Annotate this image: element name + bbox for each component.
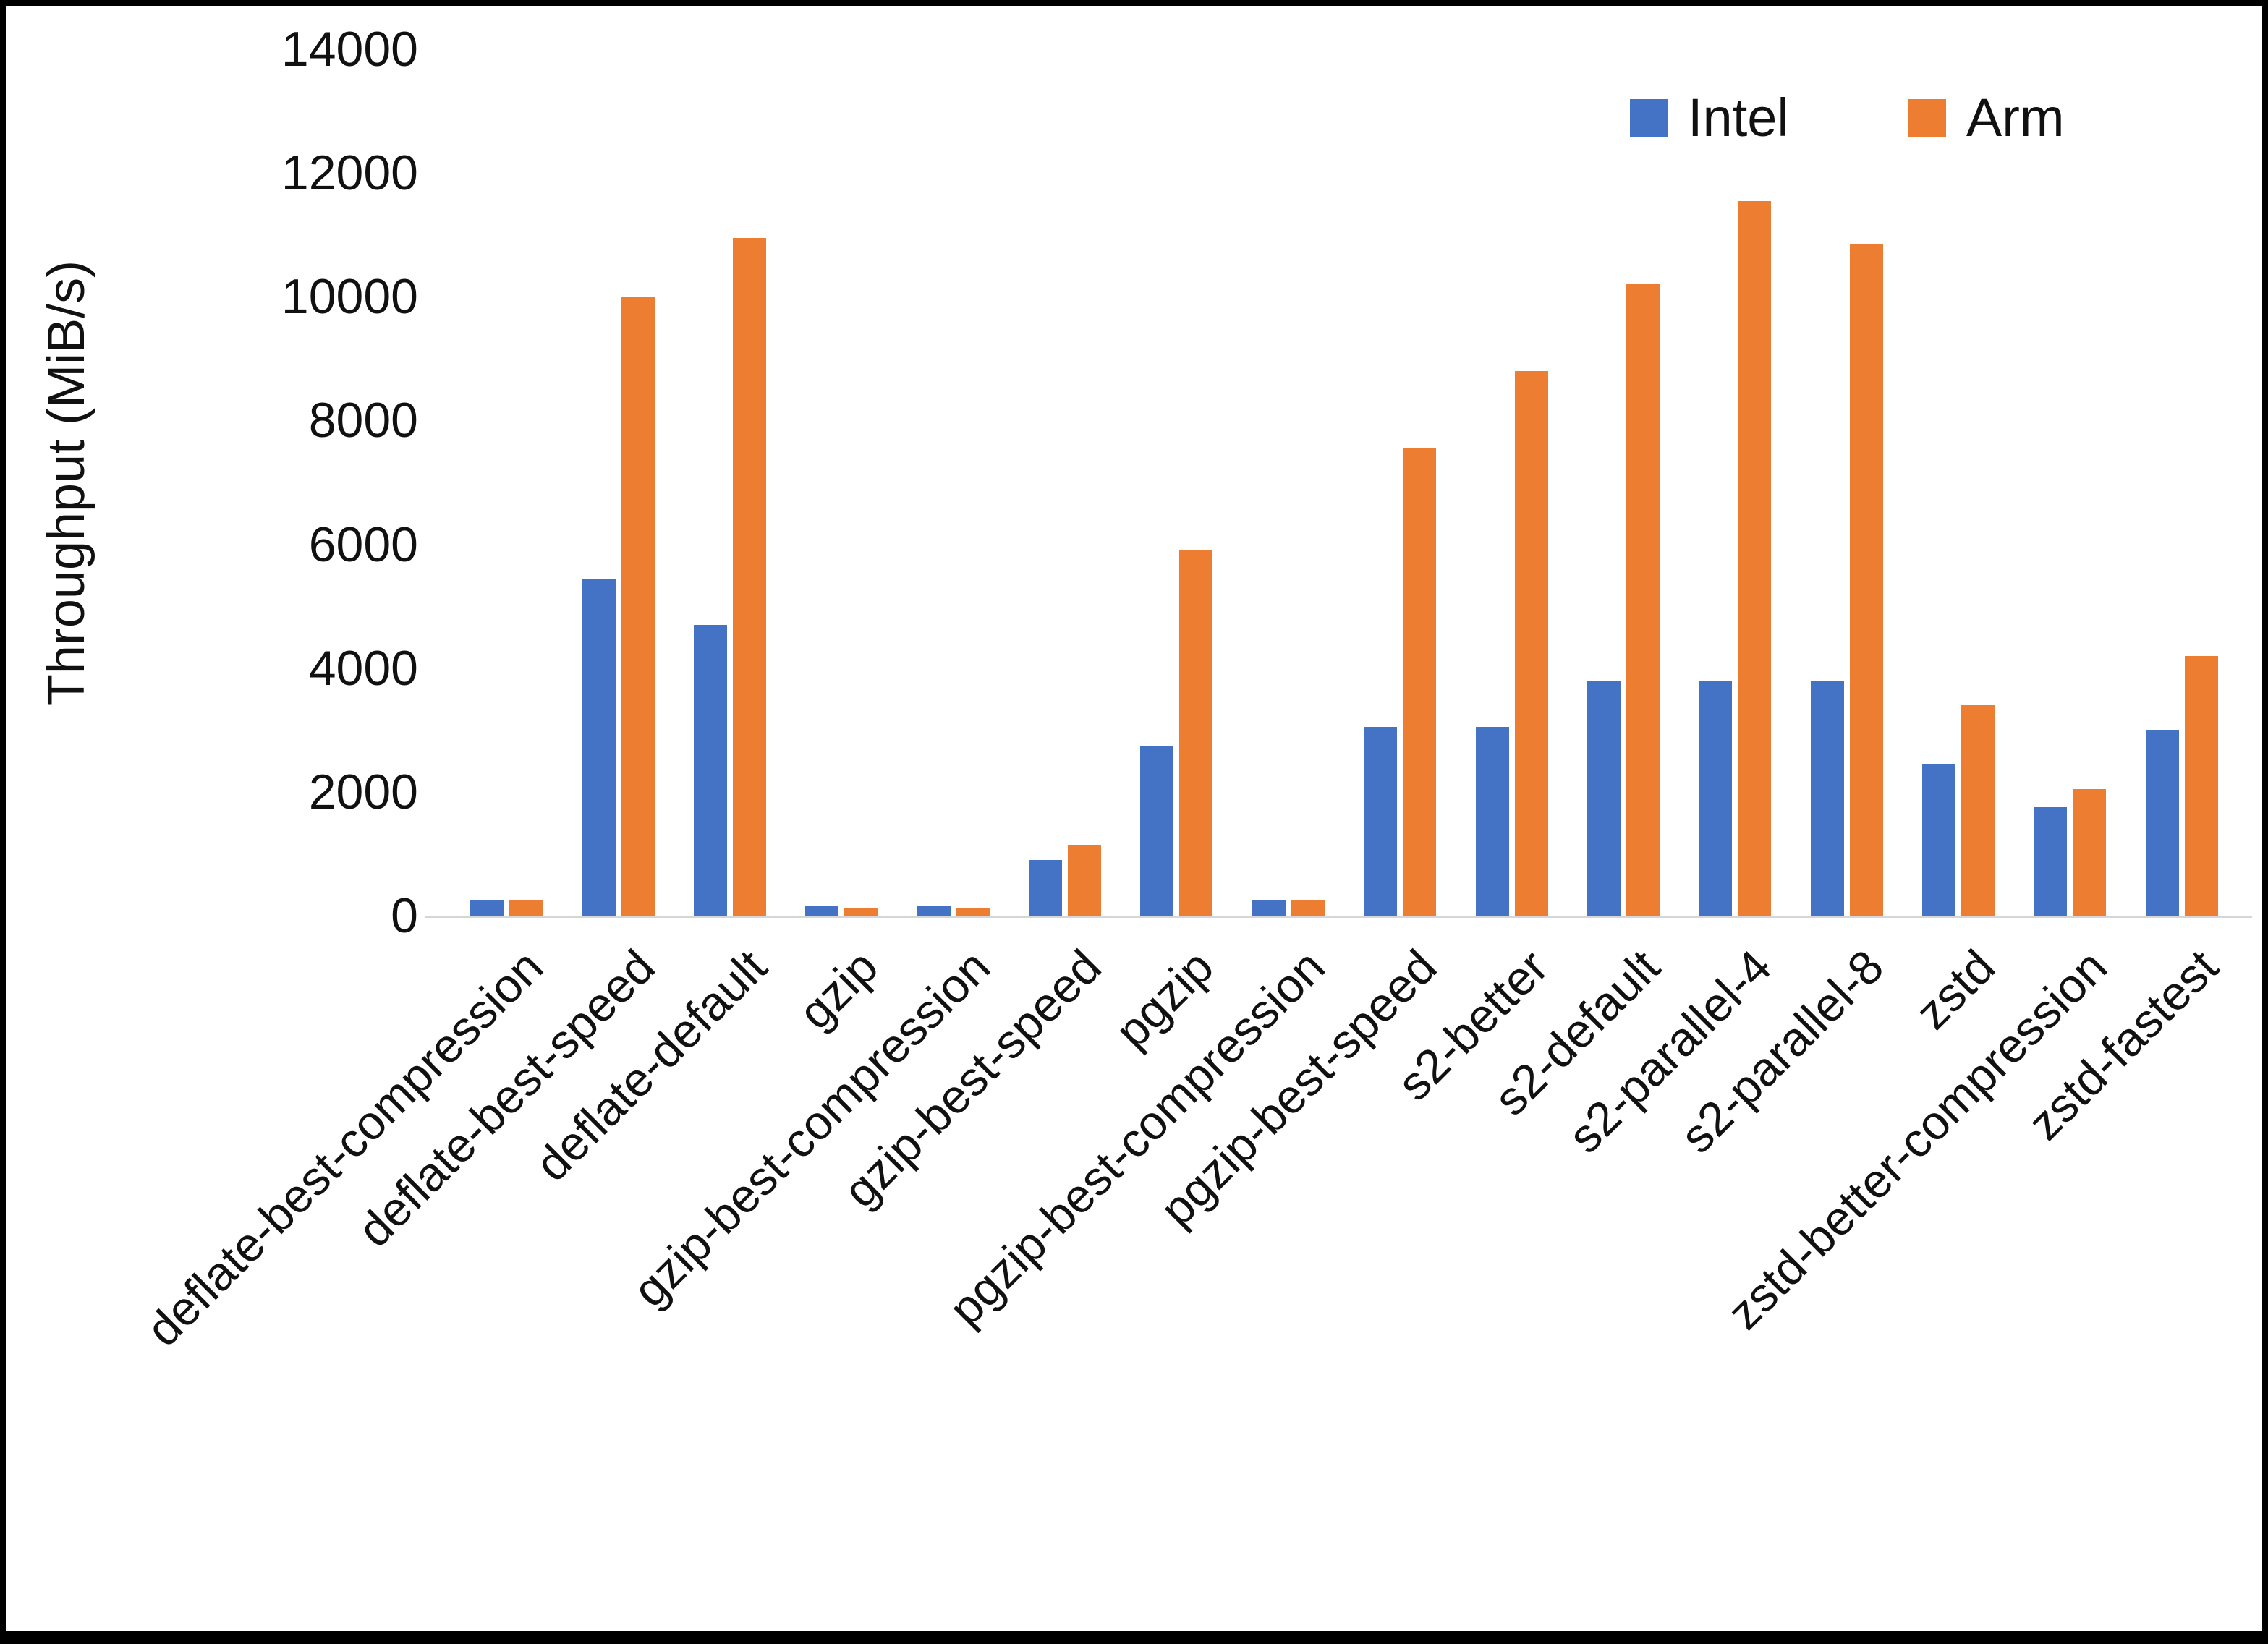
legend-item-intel: Intel <box>1630 87 1789 148</box>
legend-swatch-intel <box>1630 98 1668 137</box>
bar-arm-gzip-best-speed <box>1068 844 1102 916</box>
y-axis-tick-label: 14000 <box>281 22 418 77</box>
bar-arm-pgzip <box>1179 550 1213 916</box>
bar-intel-zstd <box>1922 764 1956 916</box>
y-axis-tick-label: 0 <box>391 888 418 943</box>
bar-intel-s2-default <box>1587 680 1621 916</box>
bar-intel-s2-parallel-4 <box>1699 680 1733 916</box>
bar-intel-s2-better <box>1475 727 1509 916</box>
y-axis-tick-label: 10000 <box>281 269 418 325</box>
bar-arm-gzip <box>844 907 878 916</box>
legend-label-arm: Arm <box>1966 88 2065 148</box>
bar-intel-pgzip-best-speed <box>1364 727 1398 916</box>
y-axis-tick-label: 2000 <box>308 764 418 819</box>
bar-intel-zstd-better-compression <box>2034 807 2068 916</box>
bar-arm-deflate-default <box>732 237 766 916</box>
bar-arm-s2-better <box>1514 370 1548 916</box>
bar-arm-zstd <box>1961 705 1995 916</box>
bar-intel-pgzip-best-compression <box>1252 900 1286 916</box>
y-axis-tick-label: 12000 <box>281 145 418 201</box>
bar-arm-deflate-best-compression <box>509 900 543 916</box>
x-axis-category-label: zstd <box>1905 939 2005 1039</box>
bar-intel-deflate-best-speed <box>582 578 616 916</box>
bar-arm-zstd-fastest <box>2184 655 2218 916</box>
y-axis-tick-label: 6000 <box>308 516 418 572</box>
bar-intel-deflate-best-compression <box>470 900 504 916</box>
bar-intel-pgzip <box>1140 745 1174 916</box>
bar-intel-zstd-fastest <box>2145 730 2179 916</box>
legend-item-arm: Arm <box>1908 87 2065 148</box>
bar-arm-s2-default <box>1626 284 1660 916</box>
y-axis-tick-label: 8000 <box>308 393 418 448</box>
bar-arm-zstd-better-compression <box>2073 788 2107 916</box>
bar-arm-pgzip-best-speed <box>1403 448 1437 916</box>
bar-intel-deflate-default <box>693 624 727 916</box>
legend-label-intel: Intel <box>1688 88 1789 148</box>
bar-intel-gzip-best-compression <box>917 906 951 916</box>
bar-intel-s2-parallel-8 <box>1810 680 1844 916</box>
bar-arm-s2-parallel-8 <box>1849 244 1883 916</box>
bar-arm-pgzip-best-compression <box>1291 900 1325 916</box>
bar-arm-deflate-best-speed <box>621 297 655 916</box>
plot-area: 0 2000 4000 6000 8000 10000 12000 14000 deflate-… <box>6 6 2262 1631</box>
bar-arm-s2-parallel-4 <box>1738 200 1772 916</box>
bar-intel-gzip-best-speed <box>1029 859 1063 916</box>
legend-swatch-arm <box>1908 98 1946 137</box>
y-axis-tick-label: 4000 <box>308 640 418 696</box>
bar-intel-gzip <box>805 906 839 916</box>
x-axis-line <box>425 916 2252 918</box>
bar-arm-gzip-best-compression <box>956 907 990 916</box>
x-axis-category-label: gzip <box>788 939 888 1039</box>
legend: Intel Arm <box>1630 87 2065 148</box>
